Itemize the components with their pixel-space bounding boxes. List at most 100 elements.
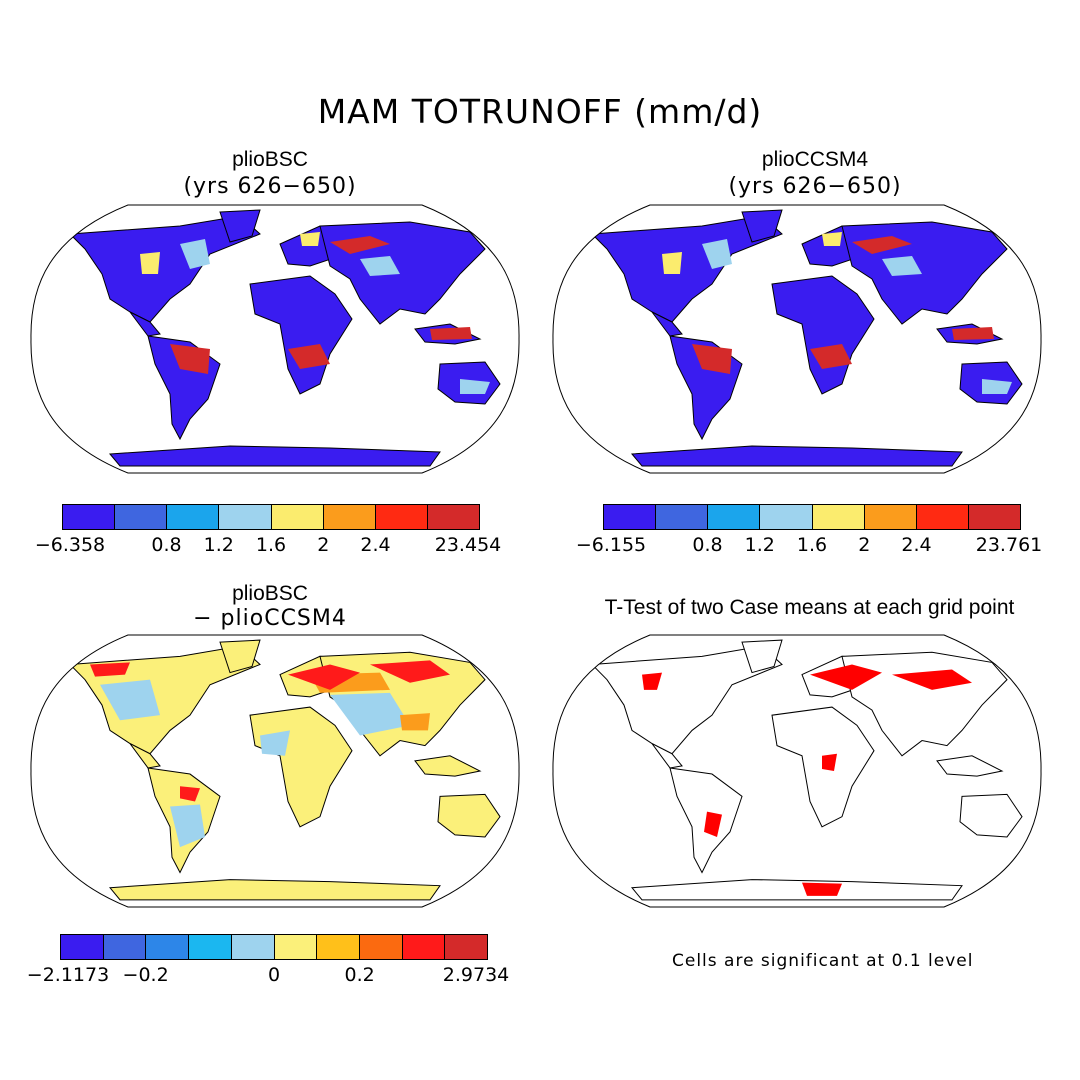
landmass-camerica [651, 743, 683, 769]
landmass-antarctica [108, 445, 441, 467]
landmass-antarctica [108, 879, 441, 901]
panel-title-plioBSC: plioBSC [232, 148, 308, 171]
colorbar-swatch [274, 935, 318, 959]
colorbar-difference [60, 934, 488, 960]
field-region [180, 786, 200, 802]
colorbar-swatch [146, 935, 190, 959]
colorbar-tick-label: 23.454 [434, 534, 502, 556]
landmass-greenland [741, 209, 783, 243]
colorbar-swatch [402, 935, 446, 959]
field-region [810, 664, 882, 690]
colorbar-swatch [812, 505, 865, 529]
colorbar-swatch [231, 935, 275, 959]
panel-subtitle-plioBSC: (yrs 626−650) [183, 174, 357, 199]
colorbar-tick-label: −0.2 [122, 964, 169, 986]
colorbar-swatch [359, 935, 403, 959]
field-region [370, 660, 450, 683]
colorbar-swatch [61, 935, 104, 959]
panel-subtitle-plioCCSM4: (yrs 626−650) [728, 174, 902, 199]
field-region [140, 252, 160, 274]
colorbar-swatch [167, 505, 220, 529]
field-region [170, 344, 210, 374]
field-region [260, 730, 290, 756]
field-region [330, 236, 390, 254]
field-region [430, 327, 472, 340]
colorbar-swatch [189, 935, 232, 959]
field-region [892, 669, 972, 690]
field-region [300, 232, 320, 246]
colorbar-swatch [968, 505, 1020, 529]
colorbar-tick-label: 2 [317, 534, 330, 556]
colorbar-tick-label: −6.155 [575, 534, 647, 556]
field-region [692, 344, 732, 374]
colorbar-swatch [219, 505, 272, 529]
field-region [180, 239, 210, 269]
map-border [30, 204, 520, 474]
figure-title: MAM TOTRUNOFF (mm/d) [317, 92, 763, 131]
field-region [852, 236, 912, 254]
colorbar-tick-label: 0 [267, 964, 281, 986]
field-region [952, 327, 994, 340]
colorbar-tick-label: 1.2 [203, 534, 234, 556]
field-region [400, 713, 430, 731]
field-region [822, 753, 837, 771]
landmass-indonesia [414, 755, 482, 777]
colorbar-swatch [864, 505, 917, 529]
field-region [810, 344, 852, 369]
field-region [802, 882, 842, 896]
panel-title-difference: plioBSC [232, 582, 308, 605]
field-region [704, 811, 722, 837]
landmass-africa [771, 275, 875, 395]
colorbar-swatch [317, 935, 360, 959]
landmass-camerica [129, 743, 161, 769]
field-region [460, 379, 490, 394]
field-region [822, 232, 842, 246]
landmass-indonesia [936, 755, 1004, 777]
colorbar-tick-label: 2.4 [360, 534, 391, 556]
colorbar-tick-label: −6.358 [34, 534, 106, 556]
map-difference [30, 634, 520, 908]
field-region [90, 662, 130, 677]
landmass-australia [959, 793, 1023, 838]
colorbar-swatch [103, 935, 147, 959]
field-region [360, 256, 400, 276]
colorbar-tick-label: −2.1173 [26, 964, 110, 986]
field-region [100, 679, 160, 721]
colorbar-swatch [760, 505, 813, 529]
landmass-australia [437, 793, 501, 838]
map-border [552, 204, 1042, 474]
landmass-greenland [741, 639, 783, 674]
landmass-greenland [219, 639, 261, 674]
field-region [642, 672, 662, 690]
landmass-asia [841, 651, 1008, 757]
field-region [882, 256, 922, 276]
map-plioCCSM4 [552, 204, 1042, 474]
colorbar-tick-label: 2.9734 [442, 964, 510, 986]
field-region [662, 252, 682, 274]
field-region [330, 692, 410, 736]
colorbar-swatch [271, 505, 324, 529]
significance-footnote: Cells are significant at 0.1 level [672, 951, 974, 971]
colorbar-tick-label: 2.4 [901, 534, 932, 556]
colorbar-plioCCSM4 [603, 504, 1021, 530]
colorbar-swatch [445, 935, 488, 959]
colorbar-tick-label: 23.761 [975, 534, 1043, 556]
map-plioBSC [30, 204, 520, 474]
colorbar-swatch [323, 505, 376, 529]
panel-title-ttest: T-Test of two Case means at each grid po… [604, 596, 1015, 619]
colorbar-swatch [115, 505, 168, 529]
colorbar-tick-label: 1.2 [744, 534, 775, 556]
colorbar-swatch [656, 505, 709, 529]
colorbar-tick-label: 0.8 [151, 534, 182, 556]
landmass-africa [249, 275, 353, 395]
colorbar-tick-label: 1.6 [255, 534, 287, 556]
landmass-camerica [651, 311, 683, 337]
colorbar-swatch [375, 505, 428, 529]
field-region [982, 379, 1012, 394]
map-border [552, 634, 1042, 908]
colorbar-tick-label: 0.8 [692, 534, 723, 556]
field-region [288, 344, 330, 369]
panel-subtitle-difference: − plioCCSM4 [193, 606, 347, 631]
field-region [288, 664, 360, 690]
colorbar-swatch [427, 505, 479, 529]
